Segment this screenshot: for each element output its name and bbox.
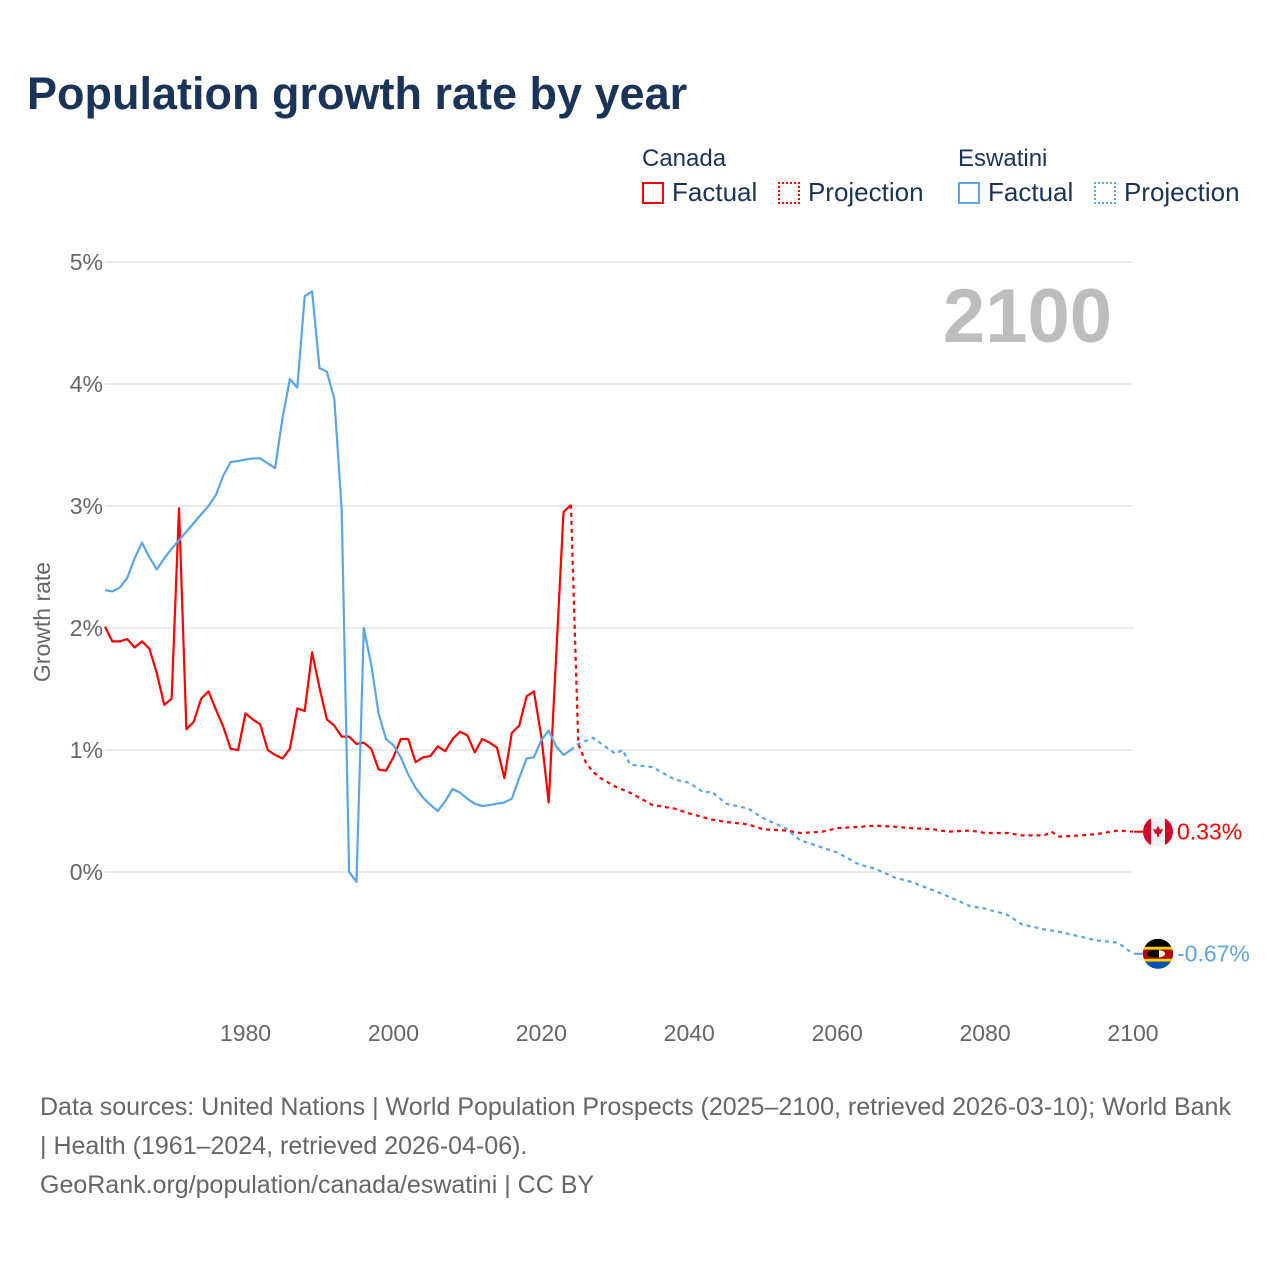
x-tick-label: 2060 — [812, 1020, 863, 1046]
x-tick-label: 2020 — [516, 1020, 567, 1046]
end-value-label: -0.67% — [1177, 941, 1250, 967]
x-tick-label: 2080 — [960, 1020, 1011, 1046]
legend-eswatini-factual[interactable]: Factual — [958, 177, 1073, 208]
legend-canada-factual[interactable]: Factual — [642, 177, 757, 208]
y-tick-label: 4% — [70, 371, 103, 397]
x-tick-label: 1980 — [220, 1020, 271, 1046]
legend-group-name: Canada — [642, 145, 727, 172]
y-tick-label: 1% — [70, 737, 103, 763]
x-tick-label: 2100 — [1107, 1020, 1158, 1046]
eswatini-flag-icon — [1143, 938, 1173, 969]
legend-canada-projection[interactable]: Projection — [777, 177, 924, 208]
series-line-canada-projection — [569, 504, 1134, 838]
x-tick-label: 2000 — [368, 1020, 419, 1046]
canada-flag-icon — [1143, 816, 1173, 847]
series-line-eswatini-factual — [104, 290, 572, 883]
legend-group-eswatini: Eswatini Factual Projection — [958, 145, 1254, 211]
data-sources: Data sources: United Nations | World Pop… — [40, 1093, 1231, 1160]
dotted-swatch-icon — [777, 181, 800, 204]
year-watermark: 2100 — [943, 274, 1112, 359]
series-line-canada-factual — [104, 504, 572, 804]
y-tick-label: 5% — [70, 249, 103, 275]
footer: Data sources: United Nations | World Pop… — [40, 1088, 1240, 1205]
end-value-label: 0.33% — [1177, 819, 1242, 845]
legend-label: Projection — [807, 177, 924, 207]
legend-eswatini-projection[interactable]: Projection — [1093, 177, 1240, 208]
y-axis-label: Growth rate — [29, 562, 55, 682]
chart-title: Population growth rate by year — [27, 68, 688, 119]
legend-group-canada: Canada Factual Projection — [642, 145, 938, 211]
solid-swatch-icon — [642, 181, 664, 204]
y-tick-label: 2% — [70, 615, 103, 641]
y-tick-label: 3% — [70, 493, 103, 519]
y-tick-label: 0% — [70, 859, 103, 885]
solid-swatch-icon — [958, 181, 980, 204]
legend-group-name: Eswatini — [958, 145, 1048, 172]
series-line-eswatini-projection — [570, 736, 1134, 955]
legend-label: Projection — [1123, 177, 1240, 207]
dotted-swatch-icon — [1093, 181, 1116, 204]
legend-label: Factual — [672, 177, 758, 207]
legend-label: Factual — [988, 177, 1074, 207]
x-tick-label: 2040 — [664, 1020, 715, 1046]
credit-link[interactable]: GeoRank.org/population/canada/eswatini |… — [40, 1171, 595, 1199]
